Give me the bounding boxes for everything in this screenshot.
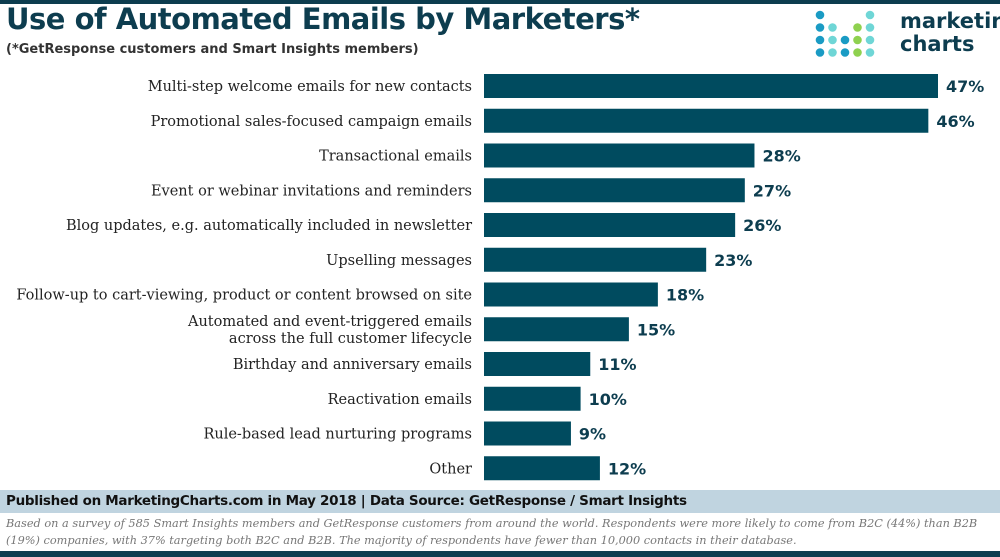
logo-dot bbox=[840, 48, 850, 57]
bar bbox=[484, 213, 736, 237]
top-bar bbox=[0, 0, 1000, 4]
category-label: Multi-step welcome emails for new contac… bbox=[148, 79, 472, 95]
survey-note: Based on a survey of 585 Smart Insights … bbox=[6, 517, 978, 547]
logo-dot bbox=[815, 35, 825, 45]
category-label: Automated and event-triggered emails bbox=[187, 314, 472, 330]
logo-text: marketingcharts bbox=[900, 10, 1000, 56]
bar bbox=[484, 421, 571, 446]
logo-dot bbox=[865, 23, 875, 32]
bar bbox=[484, 282, 658, 307]
value-label: 12% bbox=[608, 459, 646, 478]
logo-dot bbox=[828, 48, 837, 57]
category-label: Transactional emails bbox=[319, 149, 472, 165]
category-label: across the full customer lifecycle bbox=[229, 331, 472, 347]
value-label: 47% bbox=[946, 77, 984, 96]
logo-dot bbox=[865, 35, 875, 45]
value-label: 46% bbox=[936, 112, 974, 131]
bottom-bar bbox=[0, 551, 1000, 557]
value-label: 10% bbox=[589, 390, 627, 409]
value-label: 18% bbox=[666, 286, 704, 305]
logo-dot bbox=[853, 35, 862, 45]
category-label: Event or webinar invitations and reminde… bbox=[151, 183, 472, 199]
logo-line-1: marketing bbox=[900, 9, 1000, 33]
source-band: Published on MarketingCharts.com in May … bbox=[0, 490, 1000, 513]
chart-subtitle: (*GetResponse customers and Smart Insigh… bbox=[6, 42, 419, 57]
category-label: Birthday and anniversary emails bbox=[233, 357, 472, 373]
logo-dot bbox=[815, 10, 825, 20]
logo-dot bbox=[853, 23, 862, 32]
bar bbox=[484, 247, 707, 272]
bar bbox=[484, 178, 745, 203]
category-label: Rule-based lead nurturing programs bbox=[203, 427, 472, 443]
category-label: Follow-up to cart-viewing, product or co… bbox=[16, 288, 472, 304]
bar bbox=[484, 352, 591, 376]
logo-dot bbox=[865, 10, 875, 20]
category-label: Reactivation emails bbox=[328, 392, 472, 408]
bar bbox=[484, 108, 929, 133]
marketingcharts-logo: marketingcharts bbox=[815, 10, 1000, 60]
value-label: 26% bbox=[743, 216, 781, 235]
value-label: 11% bbox=[598, 355, 636, 374]
logo-dot bbox=[828, 23, 837, 32]
logo-dot bbox=[815, 23, 825, 32]
logo-dot bbox=[815, 48, 825, 57]
value-label: 23% bbox=[714, 251, 752, 270]
logo-dot bbox=[840, 35, 850, 45]
bar bbox=[484, 386, 581, 411]
bar-chart: Multi-step welcome emails for new contac… bbox=[16, 74, 984, 481]
bar bbox=[484, 317, 629, 342]
category-label: Upselling messages bbox=[326, 253, 472, 269]
bar bbox=[484, 74, 938, 98]
logo-line-2: charts bbox=[900, 32, 975, 56]
logo-dot bbox=[828, 35, 837, 45]
logo-dot bbox=[853, 48, 862, 57]
bar bbox=[484, 143, 755, 168]
category-label: Other bbox=[429, 461, 472, 477]
value-label: 9% bbox=[579, 425, 606, 444]
category-label: Promotional sales-focused campaign email… bbox=[151, 114, 472, 130]
value-label: 28% bbox=[762, 147, 800, 166]
value-label: 15% bbox=[637, 320, 675, 339]
logo-dots-icon bbox=[815, 10, 875, 57]
category-label: Blog updates, e.g. automatically include… bbox=[66, 218, 472, 234]
chart-title: Use of Automated Emails by Marketers* bbox=[6, 2, 640, 36]
bar bbox=[484, 456, 600, 481]
logo-dot bbox=[865, 48, 875, 57]
value-label: 27% bbox=[753, 181, 791, 200]
